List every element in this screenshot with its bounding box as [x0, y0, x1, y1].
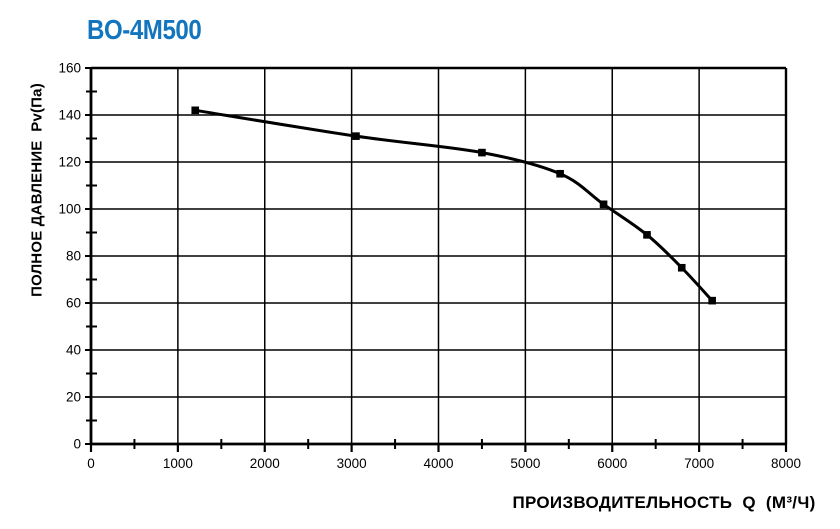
y-tick-label: 0 — [73, 437, 81, 452]
data-point-marker — [643, 231, 651, 239]
y-tick-label: 60 — [66, 296, 81, 311]
y-tick-label: 120 — [58, 155, 81, 170]
data-point-marker — [478, 148, 486, 157]
x-tick-label: 2000 — [250, 456, 280, 471]
chart-title: BO-4M500 — [87, 14, 202, 45]
x-axis-label: ПРОИЗВОДИТЕЛЬНОСТЬ Q (М³/Ч) — [512, 493, 816, 512]
data-point-marker — [708, 296, 716, 305]
x-tick-label: 3000 — [337, 456, 367, 471]
y-tick-label: 100 — [58, 202, 81, 217]
x-tick-label: 5000 — [510, 456, 540, 471]
y-tick-label: 160 — [58, 61, 81, 76]
y-tick-label: 80 — [66, 249, 81, 264]
data-point-marker — [352, 132, 360, 140]
x-tick-label: 0 — [87, 456, 95, 471]
x-tick-label: 6000 — [597, 456, 627, 471]
x-tick-label: 8000 — [771, 456, 801, 471]
data-point-marker — [599, 200, 608, 209]
x-tick-label: 1000 — [163, 456, 193, 471]
y-tick-label: 140 — [58, 108, 81, 123]
fan-curve — [193, 108, 714, 303]
data-point-marker — [191, 106, 200, 115]
y-tick-label: 20 — [66, 390, 81, 405]
data-point-marker — [677, 263, 686, 272]
x-tick-label: 7000 — [684, 456, 714, 471]
data-point-marker — [556, 169, 564, 178]
x-tick-label: 4000 — [423, 456, 453, 471]
y-tick-label: 40 — [66, 343, 81, 358]
